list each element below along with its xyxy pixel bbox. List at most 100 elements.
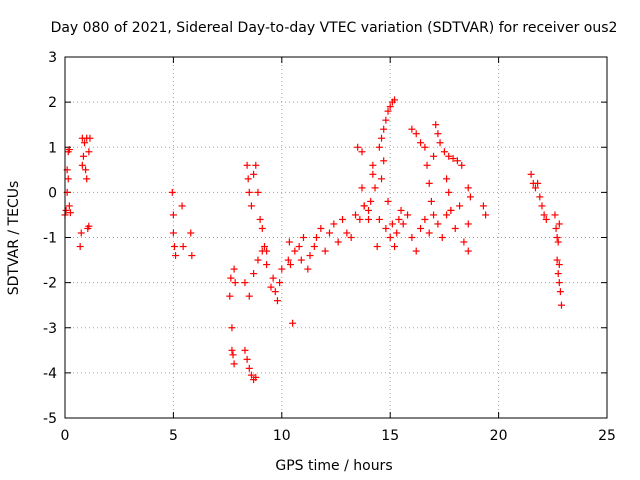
data-point: [245, 292, 253, 300]
data-point: [434, 220, 442, 228]
data-point: [168, 188, 176, 196]
data-point: [269, 274, 277, 282]
data-point: [451, 224, 459, 232]
data-point: [386, 234, 394, 241]
data-point: [553, 256, 561, 264]
data-point: [170, 243, 178, 251]
data-point: [365, 206, 373, 214]
y-tick-label: -1: [43, 231, 57, 247]
data-point: [421, 215, 429, 223]
data-point: [482, 211, 490, 219]
data-point: [304, 265, 312, 273]
data-point: [241, 346, 249, 354]
data-point: [230, 265, 238, 273]
data-point: [432, 121, 440, 129]
data-point: [456, 202, 464, 210]
data-point: [373, 243, 381, 251]
data-point: [356, 215, 364, 223]
data-point: [443, 175, 451, 183]
y-tick-label: -3: [43, 321, 57, 337]
data-point: [254, 256, 262, 264]
data-point: [527, 170, 535, 178]
data-point: [188, 252, 196, 260]
data-point: [365, 215, 373, 223]
data-point: [354, 143, 362, 151]
data-point: [85, 222, 93, 230]
data-point: [384, 107, 392, 115]
data-point: [79, 152, 87, 160]
data-point: [260, 243, 268, 251]
data-point: [321, 247, 329, 255]
data-point: [375, 143, 383, 151]
data-point: [65, 202, 73, 210]
data-point: [556, 288, 564, 296]
data-point: [427, 197, 435, 205]
data-point: [62, 206, 70, 214]
data-point: [169, 211, 177, 219]
data-point: [464, 247, 472, 255]
data-point: [334, 238, 342, 246]
data-point: [440, 148, 448, 156]
y-tick-label: 1: [48, 140, 57, 156]
data-point: [227, 274, 235, 282]
data-point: [299, 234, 307, 241]
data-points: [61, 96, 565, 384]
data-point: [250, 270, 258, 278]
data-point: [534, 179, 542, 187]
data-point: [438, 234, 446, 241]
data-point: [555, 279, 563, 287]
data-point: [388, 220, 396, 228]
data-point: [267, 283, 275, 291]
data-point: [310, 243, 318, 251]
data-point: [393, 229, 401, 237]
data-point: [553, 234, 561, 241]
data-point: [380, 125, 388, 133]
data-point: [187, 229, 195, 237]
data-point: [291, 247, 299, 255]
data-point: [423, 161, 431, 169]
data-point: [391, 96, 399, 104]
data-point: [430, 211, 438, 219]
data-point: [425, 179, 433, 187]
data-point: [382, 116, 390, 124]
data-point: [66, 209, 74, 217]
y-tick-label: 0: [48, 185, 57, 201]
data-point: [258, 224, 266, 232]
data-point: [78, 161, 86, 169]
data-point: [557, 301, 565, 309]
data-point: [399, 220, 407, 228]
data-point: [276, 279, 284, 287]
data-point: [391, 243, 399, 251]
data-point: [330, 220, 338, 228]
data-point: [285, 238, 293, 246]
data-point: [466, 193, 474, 201]
data-point: [77, 229, 85, 237]
y-tick-label: 2: [48, 95, 57, 111]
data-point: [228, 346, 236, 354]
data-point: [464, 220, 472, 228]
data-point: [179, 243, 187, 251]
data-point: [258, 247, 266, 255]
y-tick-label: -4: [43, 366, 57, 382]
data-point: [312, 234, 320, 241]
y-tick-label: -2: [43, 276, 57, 292]
data-point: [243, 355, 251, 363]
data-point: [443, 211, 451, 219]
data-point: [412, 247, 420, 255]
data-point: [228, 324, 236, 332]
data-point: [386, 103, 394, 111]
data-point: [408, 125, 416, 133]
data-point: [378, 134, 386, 142]
data-point: [297, 256, 305, 264]
data-point: [169, 229, 177, 237]
data-point: [343, 229, 351, 237]
data-point: [479, 202, 487, 210]
chart-title: Day 080 of 2021, Sidereal Day-to-day VTE…: [51, 20, 618, 36]
data-point: [352, 211, 360, 219]
x-tick-label: 5: [169, 428, 178, 444]
data-point: [445, 152, 453, 160]
data-point: [384, 197, 392, 205]
data-point: [554, 238, 562, 246]
x-tick-label: 10: [273, 428, 291, 444]
